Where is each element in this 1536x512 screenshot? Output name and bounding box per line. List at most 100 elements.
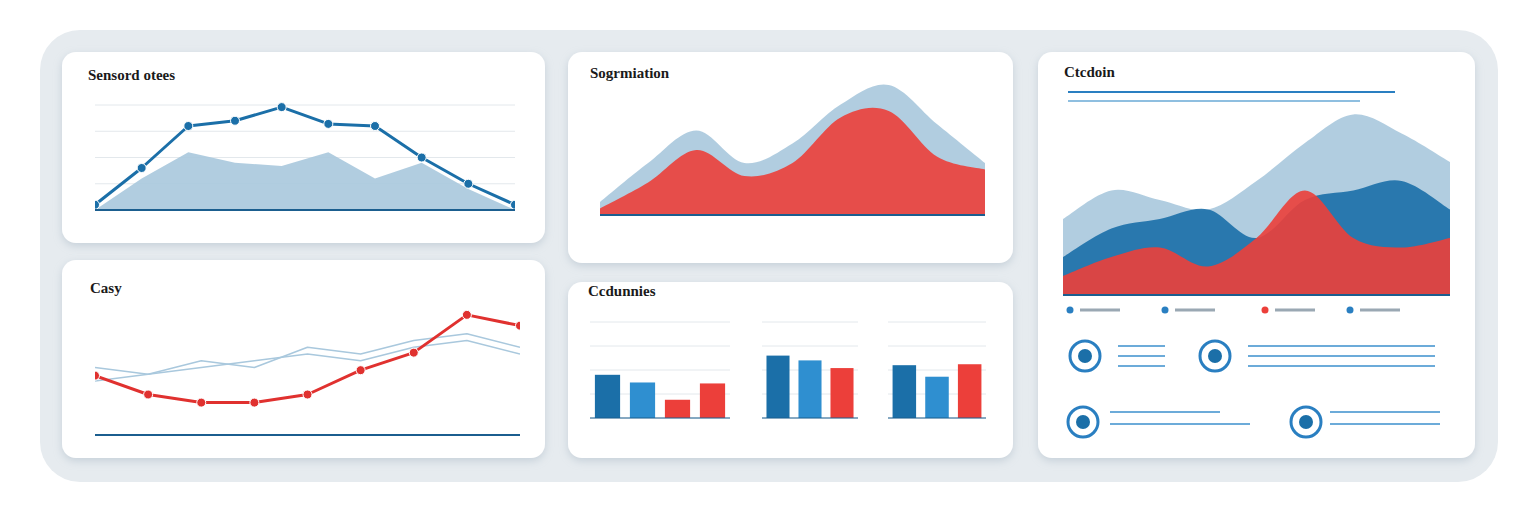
grid-line xyxy=(888,418,986,419)
ring-icon xyxy=(1070,341,1100,371)
marker xyxy=(184,122,193,131)
bar xyxy=(630,382,655,418)
ring-icon xyxy=(1078,349,1092,363)
bar xyxy=(700,383,725,418)
marker xyxy=(277,103,286,112)
marks xyxy=(1063,114,1450,295)
line xyxy=(95,107,515,205)
grid-line xyxy=(762,418,858,419)
x-axis xyxy=(762,418,858,419)
bar xyxy=(798,360,821,418)
x-axis xyxy=(95,434,520,436)
ring-icon xyxy=(1291,407,1321,437)
marks xyxy=(766,356,853,418)
grid-line xyxy=(95,105,515,106)
ring-icon xyxy=(1208,349,1222,363)
widget-line xyxy=(1248,355,1435,357)
chart xyxy=(888,322,986,418)
area xyxy=(1063,114,1450,295)
line xyxy=(95,334,520,375)
area xyxy=(600,108,985,215)
marker xyxy=(324,119,333,128)
marker xyxy=(516,321,521,330)
grid-line xyxy=(762,322,858,323)
grid-line xyxy=(888,322,986,323)
marks xyxy=(95,103,515,210)
background xyxy=(40,30,1498,482)
legend-dot xyxy=(1262,307,1269,314)
panel xyxy=(62,52,545,243)
ring-icon xyxy=(1068,407,1098,437)
legend-dot xyxy=(1162,307,1169,314)
panel xyxy=(568,52,1013,263)
widget-line xyxy=(1110,411,1220,413)
marker xyxy=(371,122,380,131)
legend-dot xyxy=(1347,307,1354,314)
widget-line xyxy=(1248,365,1435,367)
decoration xyxy=(1067,92,1441,437)
header-rule xyxy=(1068,91,1395,93)
chart-title: Sensord otees xyxy=(88,67,175,83)
legend-placeholder xyxy=(1080,309,1120,312)
chart-title: Sogrmiation xyxy=(590,65,670,81)
grid-line xyxy=(590,346,730,347)
bar xyxy=(958,364,982,418)
widget-line xyxy=(1118,345,1165,347)
x-axis xyxy=(590,418,730,419)
chart: Ctcdoin xyxy=(1063,64,1450,295)
legend-placeholder xyxy=(1275,309,1315,312)
marker xyxy=(137,164,146,173)
widget-line xyxy=(1330,411,1440,413)
marker xyxy=(197,398,206,407)
bar xyxy=(766,356,789,418)
canvas: Sensord otees Sogrmiation Ctcdoin Casy Ccdun… xyxy=(0,0,1536,512)
ring-icon xyxy=(1076,415,1090,429)
chart-title: Ccdunnies xyxy=(588,283,656,299)
chart xyxy=(762,322,858,418)
chart-title: Ctcdoin xyxy=(1064,64,1115,80)
chart: Sensord otees xyxy=(88,67,520,210)
widget-line xyxy=(1118,365,1165,367)
x-axis xyxy=(600,214,985,216)
widget-line xyxy=(1330,423,1440,425)
marker xyxy=(464,179,473,188)
chart-title: Casy xyxy=(90,280,122,296)
marker xyxy=(95,371,100,380)
panel xyxy=(568,282,1013,458)
bar xyxy=(830,368,853,418)
area xyxy=(600,84,985,215)
panel xyxy=(62,260,545,458)
grid-line xyxy=(762,346,858,347)
line xyxy=(95,315,520,403)
marker xyxy=(303,390,312,399)
legend-placeholder xyxy=(1360,309,1400,312)
grid-line xyxy=(888,346,986,347)
legend-placeholder xyxy=(1175,309,1215,312)
widget-line xyxy=(1110,423,1250,425)
bar xyxy=(595,375,620,418)
grid-line xyxy=(95,210,515,211)
marker xyxy=(95,200,100,209)
area xyxy=(95,152,515,210)
area xyxy=(1063,191,1450,296)
marks xyxy=(600,84,985,215)
x-axis xyxy=(888,418,986,419)
grid-line xyxy=(590,322,730,323)
grid-line xyxy=(590,370,730,371)
ring-icon xyxy=(1299,415,1313,429)
marker xyxy=(462,310,471,319)
marker xyxy=(511,200,516,209)
marker xyxy=(409,348,418,357)
bar xyxy=(925,377,949,418)
marker xyxy=(417,153,426,162)
ring-icon xyxy=(1200,341,1230,371)
marks xyxy=(95,310,520,407)
x-axis xyxy=(1063,294,1450,296)
grid-line xyxy=(590,418,730,419)
widget-line xyxy=(1248,345,1435,347)
marker xyxy=(144,390,153,399)
area xyxy=(1063,180,1450,295)
marks xyxy=(893,364,982,418)
x-axis xyxy=(95,209,515,211)
chart: Casy xyxy=(90,280,525,435)
